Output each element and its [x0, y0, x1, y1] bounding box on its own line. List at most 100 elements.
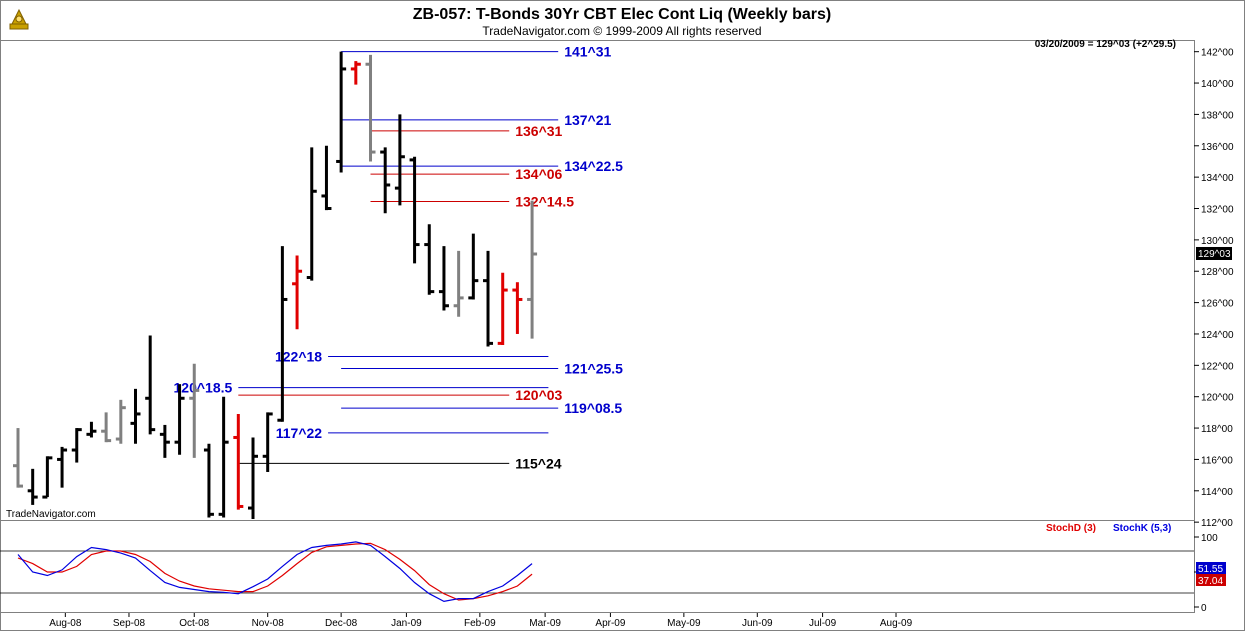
ohlc-bar	[262, 412, 273, 472]
level-label: 134^06	[515, 166, 562, 182]
price-axis: 112^00 114^00 116^00 118^00 120^00 122^00 124^…	[1194, 48, 1234, 529]
level-label: 137^21	[564, 112, 611, 128]
price-panel	[0, 40, 1195, 521]
price-tick-label: 114^00	[1201, 487, 1233, 498]
level-label: 134^22.5	[564, 158, 623, 174]
ohlc-bar	[145, 335, 156, 435]
level-label: 117^22	[276, 425, 323, 441]
stoch-k-badge: 51.55	[1196, 562, 1226, 575]
price-tick-label: 118^00	[1201, 424, 1233, 435]
time-tick-label: Aug-08	[49, 618, 82, 629]
time-tick-label: Jul-09	[809, 618, 837, 629]
price-tick-label: 122^00	[1201, 361, 1234, 372]
price-tick-label: 134^00	[1201, 173, 1234, 184]
ohlc-bar	[380, 147, 391, 214]
price-tick-label: 112^00	[1201, 518, 1233, 529]
ohlc-bar	[277, 246, 288, 422]
level-label: 119^08.5	[564, 400, 622, 416]
level-label: 136^31	[515, 123, 562, 139]
price-tick-label: 136^00	[1201, 142, 1234, 153]
ohlc-bar	[306, 147, 317, 281]
ohlc-bar	[159, 424, 170, 458]
ohlc-bar	[218, 396, 229, 518]
stoch-tick-label: 0	[1201, 603, 1207, 614]
stoch-lines	[17, 541, 533, 603]
ohlc-bar	[203, 443, 214, 518]
ohlc-bar	[42, 456, 53, 499]
ohlc-bar	[13, 428, 23, 488]
level-label: 121^25.5	[564, 360, 623, 376]
ohlc-bars	[13, 51, 538, 520]
ohlc-bar	[189, 363, 200, 458]
ohlc-bar	[248, 437, 259, 520]
ohlc-bar	[71, 428, 82, 463]
time-tick-label: Mar-09	[529, 618, 561, 629]
price-tick-label: 138^00	[1201, 110, 1234, 121]
ohlc-bar	[174, 384, 185, 455]
time-tick-label: Sep-08	[113, 618, 146, 629]
ohlc-bar	[365, 54, 376, 162]
ohlc-bar	[394, 114, 405, 206]
last-price-badge: 129^03	[1196, 246, 1232, 260]
stoch-d-legend: StochD (3)	[1046, 523, 1096, 534]
ohlc-bar	[115, 399, 126, 444]
time-axis: Aug-08 Sep-08 Oct-08 Nov-08 Dec-08 Jan-09 Feb-…	[49, 613, 913, 629]
time-tick-label: May-09	[667, 618, 701, 629]
price-tick-label: 128^00	[1201, 267, 1234, 278]
time-tick-label: Nov-08	[252, 618, 285, 629]
stoch-k-value: 51.55	[1198, 564, 1223, 575]
ohlc-bar	[497, 272, 508, 345]
ohlc-bar	[409, 156, 420, 264]
stoch-d-line	[17, 542, 533, 601]
price-tick-label: 126^00	[1201, 299, 1234, 310]
stoch-panel	[0, 520, 1195, 613]
time-tick-label: Jun-09	[742, 618, 773, 629]
stoch-k-legend: StochK (5,3)	[1113, 523, 1171, 534]
ohlc-bar	[292, 255, 303, 330]
level-label: 132^14.5	[515, 193, 574, 209]
price-tick-label: 142^00	[1201, 48, 1234, 59]
stoch-tick-label: 100	[1201, 533, 1218, 544]
level-label: 141^31	[564, 44, 611, 60]
level-label: 120^03	[515, 387, 562, 403]
time-tick-label: Dec-08	[325, 618, 358, 629]
time-tick-label: Apr-09	[595, 618, 625, 629]
price-tick-label: 132^00	[1201, 205, 1234, 216]
ohlc-bar	[101, 412, 112, 443]
ohlc-bar	[336, 51, 347, 173]
stoch-k-line	[17, 541, 533, 603]
ohlc-bar	[350, 61, 361, 85]
stoch-d-value: 37.04	[1198, 576, 1223, 587]
level-label: 120^18.5	[174, 380, 233, 396]
ohlc-bar	[27, 468, 38, 505]
price-tick-label: 140^00	[1201, 79, 1234, 90]
time-tick-label: Oct-08	[179, 618, 209, 629]
ohlc-bar	[57, 446, 68, 488]
stoch-d-badge: 37.04	[1196, 574, 1226, 587]
price-tick-label: 116^00	[1201, 455, 1233, 466]
price-tick-label: 120^00	[1201, 393, 1234, 404]
ohlc-bar	[468, 233, 479, 300]
time-tick-label: Jan-09	[391, 618, 422, 629]
quote-readout: 03/20/2009 = 129^03 (+2^29.5)	[1035, 39, 1176, 50]
price-tick-label: 124^00	[1201, 330, 1234, 341]
time-tick-label: Feb-09	[464, 618, 496, 629]
ohlc-bar	[512, 282, 523, 334]
ohlc-bar	[130, 388, 141, 444]
chart-title: ZB-057: T-Bonds 30Yr CBT Elec Cont Liq (…	[413, 6, 831, 23]
time-tick-label: Aug-09	[880, 618, 913, 629]
ohlc-bar	[424, 224, 435, 295]
last-price-label: 129^03	[1198, 249, 1231, 260]
ohlc-bar	[233, 413, 244, 510]
level-label: 122^18	[275, 349, 322, 365]
watermark: TradeNavigator.com	[6, 509, 96, 520]
chart-copyright: TradeNavigator.com © 1999-2009 All right…	[482, 24, 761, 38]
price-tick-label: 130^00	[1201, 236, 1234, 247]
ohlc-bar	[453, 250, 464, 317]
ohlc-bar	[438, 246, 449, 311]
ohlc-bar	[483, 250, 494, 347]
ohlc-bar	[86, 421, 97, 438]
ohlc-bar	[321, 145, 332, 211]
